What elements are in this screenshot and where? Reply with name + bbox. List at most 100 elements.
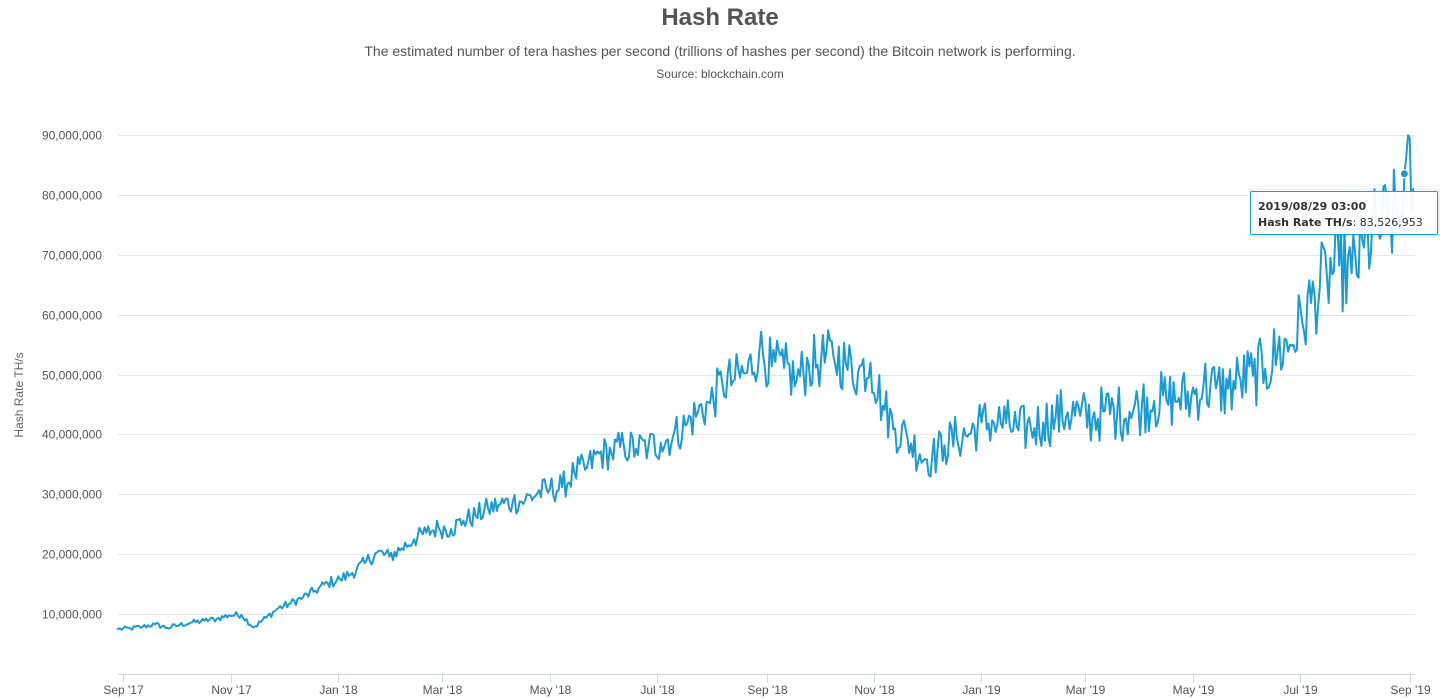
data-point (1078, 414, 1082, 418)
data-point (486, 507, 490, 511)
data-point (387, 555, 391, 559)
data-point (585, 466, 589, 470)
data-point (1066, 410, 1070, 414)
y-axis-title: Hash Rate TH/s (12, 352, 26, 437)
data-point (1202, 383, 1206, 387)
grid-lines (118, 135, 1415, 615)
data-point (807, 363, 811, 367)
data-point (1103, 409, 1107, 413)
data-point (1226, 387, 1230, 391)
data-point (1300, 320, 1304, 324)
data-point (1017, 428, 1021, 432)
x-tick-label: Jul '18 (640, 683, 675, 697)
data-point (980, 421, 984, 425)
y-tick-label: 80,000,000 (42, 189, 102, 203)
data-point (770, 364, 774, 368)
data-point (819, 358, 823, 362)
data-point (424, 531, 428, 535)
data-tooltip: 2019/08/29 03:00 Hash Rate TH/s: 83,526,… (1250, 191, 1438, 235)
data-point (572, 471, 576, 475)
data-point (955, 435, 959, 439)
y-tick-label: 30,000,000 (42, 488, 102, 502)
data-point (449, 527, 453, 531)
data-point (548, 488, 552, 492)
data-point (967, 432, 971, 436)
data-point (1054, 416, 1058, 420)
data-point (1041, 421, 1045, 425)
data-point (696, 410, 700, 414)
data-point (474, 514, 478, 518)
x-tick-label: Nov '18 (854, 683, 895, 697)
data-point (646, 445, 650, 449)
data-point (622, 444, 626, 448)
data-point (178, 623, 182, 627)
tooltip-label: Hash Rate TH/s (1258, 216, 1353, 229)
chart-title: Hash Rate (661, 4, 779, 31)
data-point (671, 434, 675, 438)
data-point (498, 503, 502, 507)
data-point (289, 601, 293, 605)
tooltip-date: 2019/08/29 03:00 (1258, 200, 1367, 213)
y-axis-ticks: 10,000,000 20,000,000 30,000,000 40,000,000… (42, 129, 102, 622)
data-point (1214, 386, 1218, 390)
data-point (906, 436, 910, 440)
data-point (597, 452, 601, 456)
x-tick-label: Sep '19 (1390, 683, 1431, 697)
data-point (1115, 411, 1119, 415)
data-point (634, 447, 638, 451)
data-point (795, 379, 799, 383)
data-point (1004, 421, 1008, 425)
data-point (276, 606, 280, 610)
data-point (252, 625, 256, 629)
y-tick-label: 10,000,000 (42, 608, 102, 622)
data-point (301, 595, 305, 599)
x-tick-label: Sep '18 (747, 683, 788, 697)
data-point (720, 382, 724, 386)
data-point (535, 491, 539, 495)
data-point (782, 366, 786, 370)
data-point (1337, 264, 1341, 268)
data-point (918, 452, 922, 456)
data-point (1362, 246, 1366, 250)
data-point (400, 546, 404, 550)
y-tick-label: 60,000,000 (42, 309, 102, 323)
data-point (1165, 398, 1169, 402)
data-point (708, 401, 712, 405)
data-point (363, 561, 367, 565)
data-point (1288, 343, 1292, 347)
data-point (1251, 374, 1255, 378)
hover-marker (1399, 169, 1409, 179)
data-point (153, 622, 157, 626)
data-point (856, 370, 860, 374)
data-point (141, 625, 145, 629)
data-point (1313, 294, 1317, 298)
data-point (326, 581, 330, 585)
y-tick-label: 40,000,000 (42, 428, 102, 442)
data-point (338, 577, 342, 581)
x-tick-label: Jul '19 (1283, 683, 1318, 697)
data-point (1091, 417, 1095, 421)
data-point (893, 427, 897, 431)
data-point (202, 619, 206, 623)
data-point (239, 613, 243, 617)
data-point (930, 456, 934, 460)
data-point (869, 361, 873, 365)
data-point (745, 371, 749, 375)
data-point (1152, 399, 1156, 403)
chart-subtitle: The estimated number of tera hashes per … (364, 43, 1076, 59)
data-point (128, 627, 132, 631)
x-tick-label: Jan '18 (319, 683, 358, 697)
data-point (758, 347, 762, 351)
data-point (733, 377, 737, 381)
data-point (683, 424, 687, 428)
data-point (375, 550, 379, 554)
data-point (1239, 378, 1243, 382)
data-point (116, 627, 120, 631)
x-tick-label: May '18 (530, 683, 572, 697)
data-point (844, 362, 848, 366)
data-point (511, 500, 515, 504)
hash-rate-series-line[interactable] (117, 134, 1415, 631)
data-point (943, 443, 947, 447)
x-tick-label: Jan '19 (962, 683, 1001, 697)
